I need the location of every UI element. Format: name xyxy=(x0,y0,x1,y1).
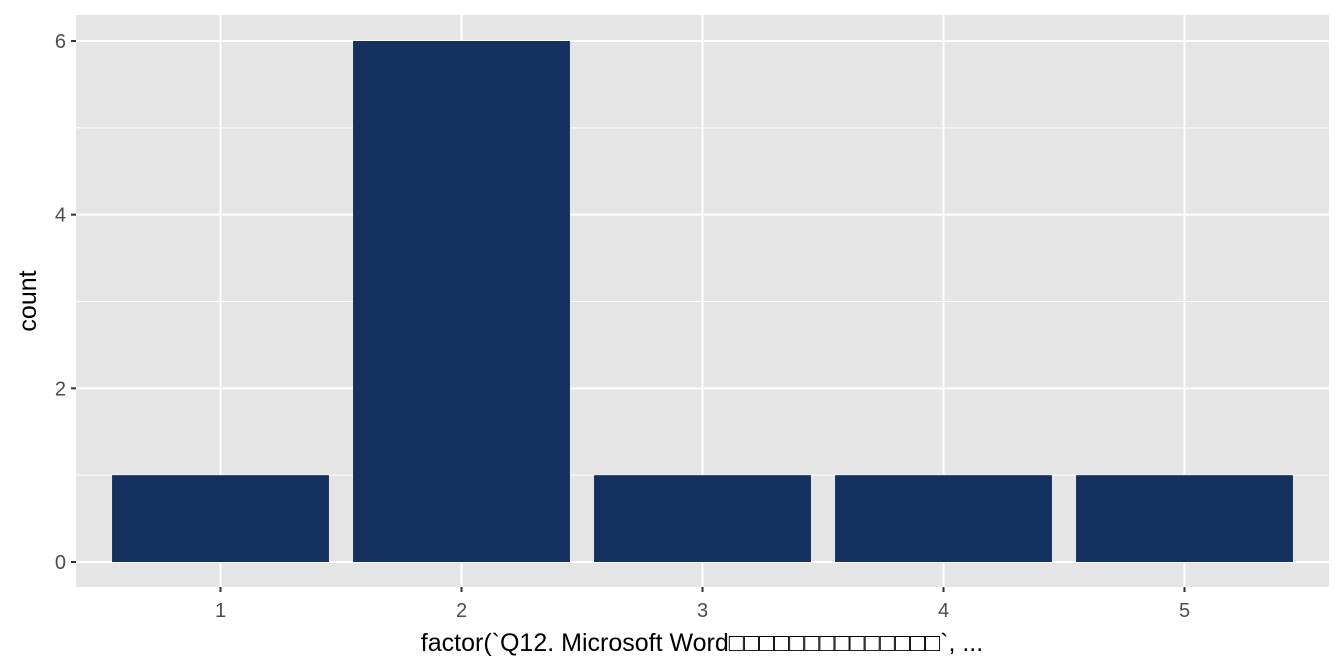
x-tick-label: 3 xyxy=(697,600,708,622)
bar-1 xyxy=(112,475,329,562)
x-tick-label: 1 xyxy=(215,600,226,622)
y-tick-label: 4 xyxy=(55,205,66,227)
x-tick-label: 5 xyxy=(1179,600,1190,622)
x-tick-label: 4 xyxy=(938,600,949,622)
y-axis-title: count xyxy=(14,270,42,331)
bar-4 xyxy=(835,475,1052,562)
bar-3 xyxy=(594,475,811,562)
axes: 0 2 4 6 1 2 3 4 5 xyxy=(55,31,1190,622)
bar-2 xyxy=(353,41,570,562)
y-tick-label: 2 xyxy=(55,378,66,400)
bar-5 xyxy=(1076,475,1293,562)
y-tick-label: 0 xyxy=(55,552,66,574)
x-axis-title: factor(`Q12. Microsoft Word□□□□□□□□□□□□□… xyxy=(421,629,983,657)
x-tick-label: 2 xyxy=(456,600,467,622)
bars xyxy=(112,41,1293,562)
y-tick-label: 6 xyxy=(55,31,66,53)
